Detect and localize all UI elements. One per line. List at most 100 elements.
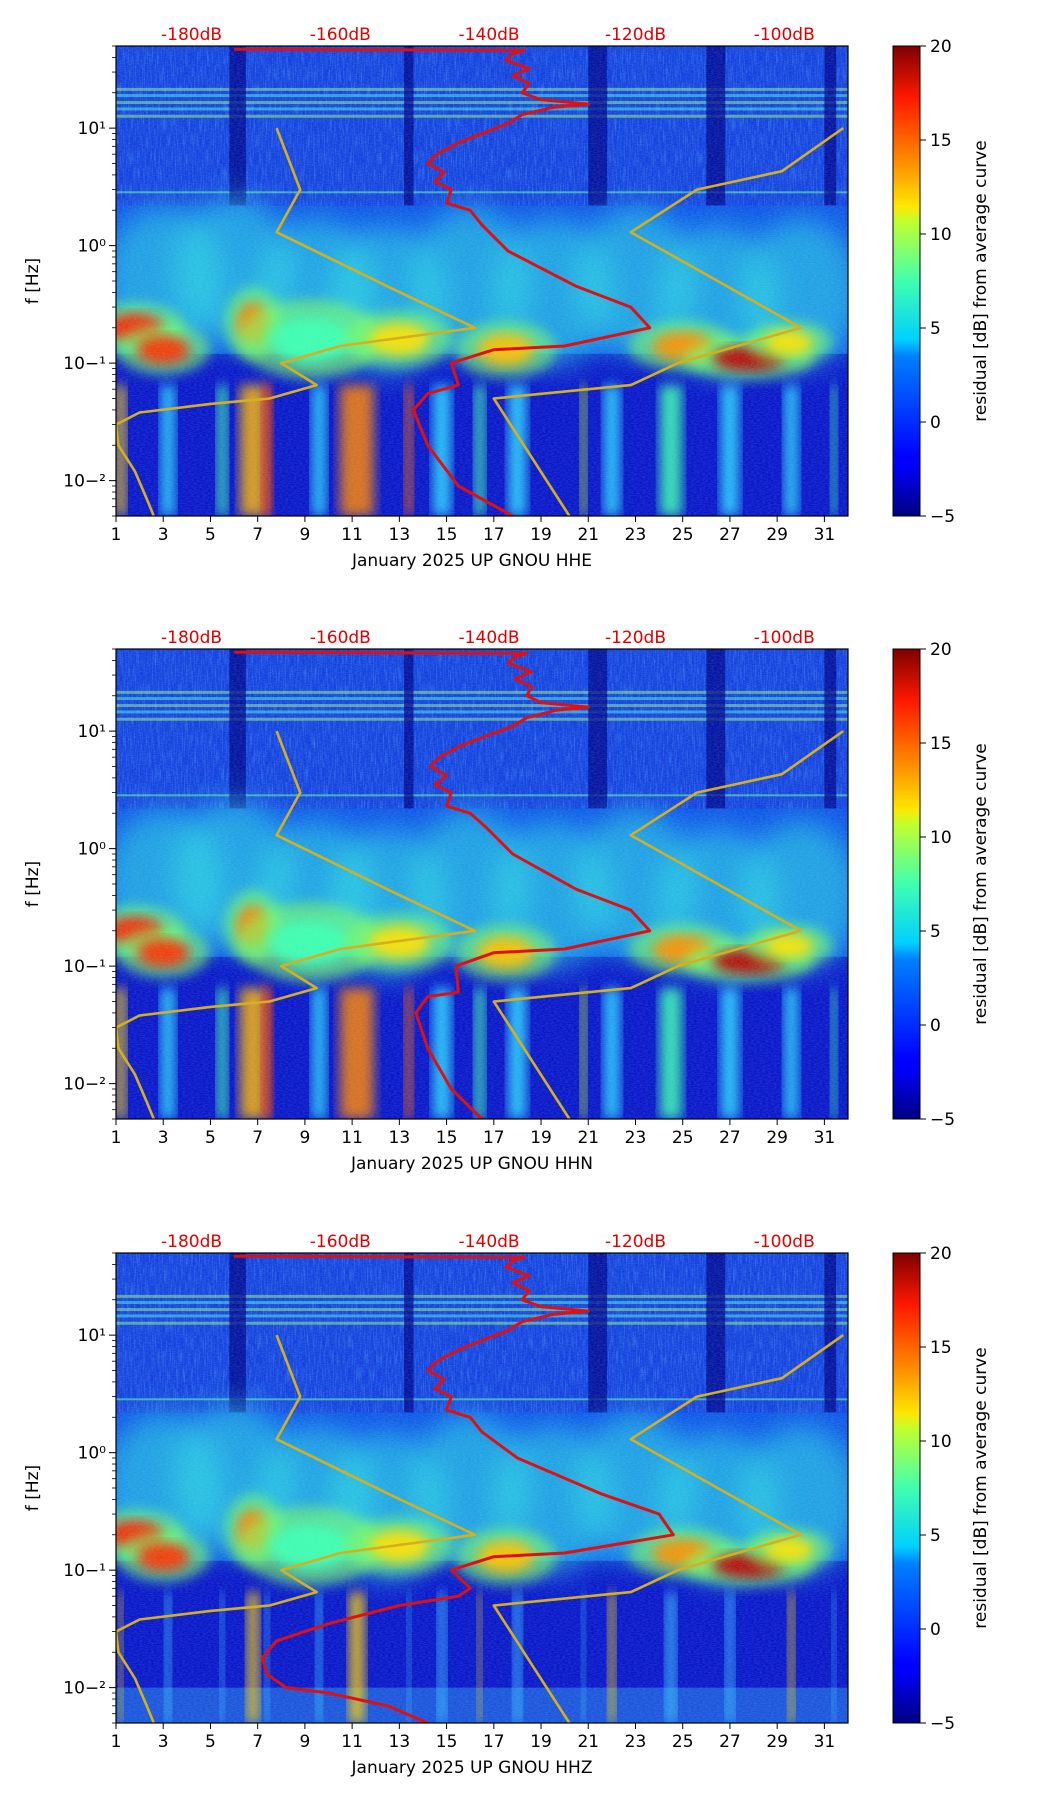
y-tick-label: 10¹ bbox=[78, 119, 106, 139]
y-axis-label: f [Hz] bbox=[23, 861, 43, 907]
colorbar-frame bbox=[892, 1252, 921, 1724]
colorbar-tick-label: 10 bbox=[930, 828, 952, 848]
x-axis-label: January 2025 UP GNOU HHE bbox=[351, 551, 592, 571]
heatmap-area bbox=[116, 649, 848, 1119]
x-tick-label: 19 bbox=[530, 1128, 552, 1148]
heatmap-texture bbox=[116, 649, 848, 1119]
x-tick-label: 23 bbox=[625, 1128, 647, 1148]
x-tick-label: 17 bbox=[483, 525, 505, 545]
y-tick-label: 10⁰ bbox=[78, 840, 107, 860]
x-tick-label: 21 bbox=[577, 1732, 599, 1752]
heatmap-area bbox=[116, 1253, 848, 1723]
x-tick-label: 3 bbox=[158, 1732, 169, 1752]
colorbar-label: residual [dB] from average curve bbox=[971, 140, 991, 421]
x-tick-label: 9 bbox=[299, 525, 310, 545]
colorbar-tick-label: 0 bbox=[930, 413, 941, 433]
colorbar-frame bbox=[892, 648, 921, 1120]
heatmap-texture bbox=[116, 46, 848, 516]
x-tick-label: 15 bbox=[436, 525, 458, 545]
colorbar-tick-label: −5 bbox=[930, 1714, 955, 1734]
y-tick-label: 10−¹ bbox=[63, 1561, 106, 1581]
colorbar-tick-label: 10 bbox=[930, 1432, 952, 1452]
y-tick-label: 10−¹ bbox=[63, 957, 106, 977]
x-tick-label: 13 bbox=[389, 1732, 411, 1752]
colorbar-tick-label: 0 bbox=[930, 1016, 941, 1036]
x-tick-label: 19 bbox=[530, 525, 552, 545]
colorbar-tick-label: 20 bbox=[930, 1244, 952, 1264]
x-tick-label: 7 bbox=[252, 1732, 263, 1752]
colorbar-label: residual [dB] from average curve bbox=[971, 1347, 991, 1628]
x-tick-label: 23 bbox=[625, 1732, 647, 1752]
x-tick-label: 27 bbox=[719, 1128, 741, 1148]
x-tick-label: 11 bbox=[341, 1128, 363, 1148]
colorbar-tick-label: −5 bbox=[930, 1110, 955, 1130]
y-tick-label: 10−¹ bbox=[63, 354, 106, 374]
x-tick-label: 29 bbox=[766, 525, 788, 545]
x-tick-label: 25 bbox=[672, 1128, 694, 1148]
x-tick-label: 23 bbox=[625, 525, 647, 545]
x-tick-label: 1 bbox=[111, 525, 122, 545]
colorbar-tick-label: 15 bbox=[930, 734, 952, 754]
heatmap-texture bbox=[116, 1253, 848, 1723]
x-tick-label: 3 bbox=[158, 1128, 169, 1148]
top-db-label: -100dB bbox=[754, 1232, 815, 1252]
heatmap-area bbox=[116, 46, 848, 516]
top-db-label: -140dB bbox=[459, 628, 520, 648]
x-tick-label: 13 bbox=[389, 1128, 411, 1148]
y-tick-label: 10−² bbox=[63, 1075, 106, 1095]
noise-model-curve-high bbox=[492, 1334, 845, 1723]
x-tick-label: 5 bbox=[205, 525, 216, 545]
average-curve bbox=[234, 47, 652, 516]
y-axis-label: f [Hz] bbox=[23, 1465, 43, 1511]
noise-model-curve-low bbox=[116, 730, 477, 1119]
x-tick-label: 21 bbox=[577, 1128, 599, 1148]
noise-model-curve-high bbox=[492, 730, 845, 1119]
colorbar-tick-label: 5 bbox=[930, 922, 941, 942]
x-tick-label: 5 bbox=[205, 1732, 216, 1752]
top-db-label: -120dB bbox=[605, 25, 666, 45]
x-tick-label: 27 bbox=[719, 525, 741, 545]
x-tick-label: 15 bbox=[436, 1732, 458, 1752]
colorbar-tick-label: 0 bbox=[930, 1620, 941, 1640]
colorbar-tick-label: 5 bbox=[930, 1526, 941, 1546]
noise-model-curve-low bbox=[116, 1334, 477, 1723]
y-tick-label: 10⁰ bbox=[78, 1444, 107, 1464]
noise-model-curve-high bbox=[492, 127, 845, 516]
x-tick-label: 11 bbox=[341, 1732, 363, 1752]
x-tick-label: 17 bbox=[483, 1128, 505, 1148]
y-tick-label: 10¹ bbox=[78, 722, 106, 742]
top-db-label: -160dB bbox=[310, 1232, 371, 1252]
top-db-label: -140dB bbox=[459, 1232, 520, 1252]
colorbar-gradient bbox=[893, 649, 920, 1119]
top-db-label: -100dB bbox=[754, 628, 815, 648]
x-tick-label: 29 bbox=[766, 1128, 788, 1148]
colorbar-tick-label: 20 bbox=[930, 640, 952, 660]
average-curve bbox=[234, 650, 652, 1119]
x-tick-label: 15 bbox=[436, 1128, 458, 1148]
colorbar-tick-label: 15 bbox=[930, 131, 952, 151]
x-tick-label: 13 bbox=[389, 525, 411, 545]
x-tick-label: 31 bbox=[814, 1732, 836, 1752]
top-db-label: -140dB bbox=[459, 25, 520, 45]
top-db-label: -180dB bbox=[161, 1232, 222, 1252]
top-db-label: -120dB bbox=[605, 628, 666, 648]
noise-model-curve-low bbox=[116, 127, 477, 516]
top-db-label: -180dB bbox=[161, 628, 222, 648]
colorbar: 20 15 10 5 0 −5 residual [dB] from average cur… bbox=[892, 37, 991, 527]
x-tick-label: 17 bbox=[483, 1732, 505, 1752]
colorbar-gradient bbox=[893, 46, 920, 516]
colorbar-label: residual [dB] from average curve bbox=[971, 743, 991, 1024]
x-tick-label: 25 bbox=[672, 1732, 694, 1752]
top-db-label: -160dB bbox=[310, 628, 371, 648]
x-tick-label: 5 bbox=[205, 1128, 216, 1148]
y-axis-label: f [Hz] bbox=[23, 258, 43, 304]
colorbar-tick-label: 10 bbox=[930, 225, 952, 245]
x-axis-label: January 2025 UP GNOU HHN bbox=[350, 1154, 593, 1174]
colorbar: 20 15 10 5 0 −5 residual [dB] from average cur… bbox=[892, 1244, 991, 1734]
colorbar-frame bbox=[892, 45, 921, 517]
x-tick-label: 3 bbox=[158, 525, 169, 545]
y-tick-label: 10⁰ bbox=[78, 237, 107, 257]
top-db-label: -160dB bbox=[310, 25, 371, 45]
